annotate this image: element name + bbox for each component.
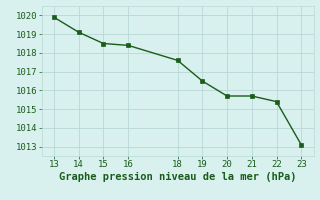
X-axis label: Graphe pression niveau de la mer (hPa): Graphe pression niveau de la mer (hPa) [59, 172, 296, 182]
